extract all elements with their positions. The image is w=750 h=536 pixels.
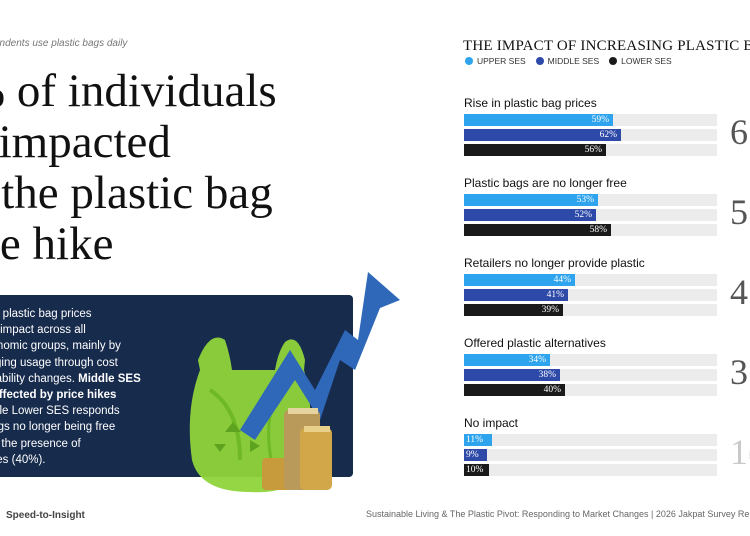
description-run: ouraging usage through cost [0, 356, 118, 369]
bar-middle-ses [464, 209, 596, 221]
legend-label-upper: UPPER SES [477, 56, 526, 66]
footer-source: Sustainable Living & The Plastic Pivot: … [366, 509, 750, 519]
bar-lower-ses [464, 464, 489, 476]
group-total: 6 [730, 112, 748, 152]
recycle-icon [214, 422, 260, 452]
description-line: ) and the presence of [0, 436, 182, 452]
description-bold-run: ost affected by price hikes [0, 388, 117, 401]
chart-legend: UPPER SES MIDDLE SES LOWER SES [465, 56, 672, 66]
description-run: peconomic groups, mainly by [0, 340, 121, 353]
category-label: Plastic bags are no longer free [464, 176, 627, 190]
bar-middle-ses [464, 289, 568, 301]
description-bold-run: Middle SES [78, 372, 141, 385]
headline-line: y the plastic bag [0, 167, 273, 219]
bar-lower-ses [464, 144, 606, 156]
bar-upper-ses [464, 194, 598, 206]
legend-label-middle: MIDDLE SES [547, 56, 600, 66]
description-line: ), while Lower SES responds [0, 403, 182, 419]
description-run: ) and the presence of [0, 437, 81, 450]
legend-dot-lower [609, 57, 618, 65]
bar-lower-ses [464, 384, 565, 396]
bar-value-label: 59% [591, 115, 609, 125]
legend-lower: LOWER SES [609, 56, 672, 66]
group-total: 4 [730, 272, 748, 312]
bar-upper-ses [464, 114, 613, 126]
legend-label-lower: LOWER SES [621, 56, 672, 66]
bar-middle-ses [464, 449, 487, 461]
group-total: 3 [730, 352, 748, 392]
category-label: Rise in plastic bag prices [464, 96, 597, 110]
category-label: No impact [464, 416, 519, 430]
bar-track [464, 434, 717, 446]
bar-value-label: 56% [584, 145, 602, 155]
description-line: availability changes. Middle SES [0, 371, 182, 387]
plastic-bag-illustration [189, 272, 400, 493]
headline: % of individualse impactedy the plastic … [0, 66, 277, 270]
bar-track [464, 449, 717, 461]
description-text: asing plastic bag prices clear impact ac… [0, 306, 182, 468]
bar-value-label: 40% [543, 385, 561, 395]
bar-value-label: 10% [466, 465, 484, 475]
bar-value-label: 11% [466, 435, 484, 445]
subtitle-note: ondents use plastic bags daily [0, 38, 128, 49]
bar-value-label: 9% [466, 450, 479, 460]
chart-title: THE IMPACT OF INCREASING PLASTIC BAG [463, 38, 750, 54]
footer-brand: Speed-to-Insight [6, 510, 85, 521]
description-line: ouraging usage through cost [0, 355, 182, 371]
description-line: ost affected by price hikes [0, 387, 182, 403]
headline-line: % of individuals [0, 65, 277, 117]
bar-upper-ses [464, 434, 492, 446]
description-line: clear impact across all [0, 322, 182, 338]
bar-upper-ses [464, 354, 550, 366]
bar-value-label: 62% [599, 130, 617, 140]
bar-value-label: 34% [528, 355, 546, 365]
legend-middle: MIDDLE SES [535, 56, 600, 66]
group-total: 5 [730, 192, 748, 232]
description-line: to bags no longer being free [0, 419, 182, 435]
bar-value-label: 53% [576, 195, 594, 205]
group-total: 1( [730, 432, 750, 472]
description-run: ), while Lower SES responds [0, 405, 120, 418]
description-run: natives (40%). [0, 453, 46, 466]
description-line: asing plastic bag prices [0, 306, 182, 322]
arrow-icon [240, 272, 400, 440]
bar-value-label: 39% [541, 305, 559, 315]
description-run: clear impact across all [0, 324, 86, 337]
bar-track [464, 464, 717, 476]
bar-value-label: 41% [546, 290, 564, 300]
bar-value-label: 38% [538, 370, 556, 380]
bar-lower-ses [464, 224, 611, 236]
bar-middle-ses [464, 369, 560, 381]
category-label: Retailers no longer provide plastic [464, 256, 645, 270]
legend-dot-middle [535, 57, 544, 65]
description-line: natives (40%). [0, 452, 182, 468]
bar-value-label: 44% [553, 275, 571, 285]
bar-value-label: 52% [574, 210, 592, 220]
coins-icon [262, 408, 332, 490]
description-run: asing plastic bag prices [0, 308, 92, 320]
description-run: to bags no longer being free [0, 421, 116, 434]
description-line: peconomic groups, mainly by [0, 338, 182, 354]
bar-value-label: 58% [589, 225, 607, 235]
bar-upper-ses [464, 274, 575, 286]
headline-line: ice hike [0, 218, 114, 270]
description-run: availability changes. [0, 372, 75, 385]
legend-upper: UPPER SES [465, 56, 526, 66]
bar-lower-ses [464, 304, 563, 316]
headline-line: e impacted [0, 116, 171, 168]
legend-dot-upper [465, 57, 473, 65]
bar-middle-ses [464, 129, 621, 141]
category-label: Offered plastic alternatives [464, 336, 606, 350]
